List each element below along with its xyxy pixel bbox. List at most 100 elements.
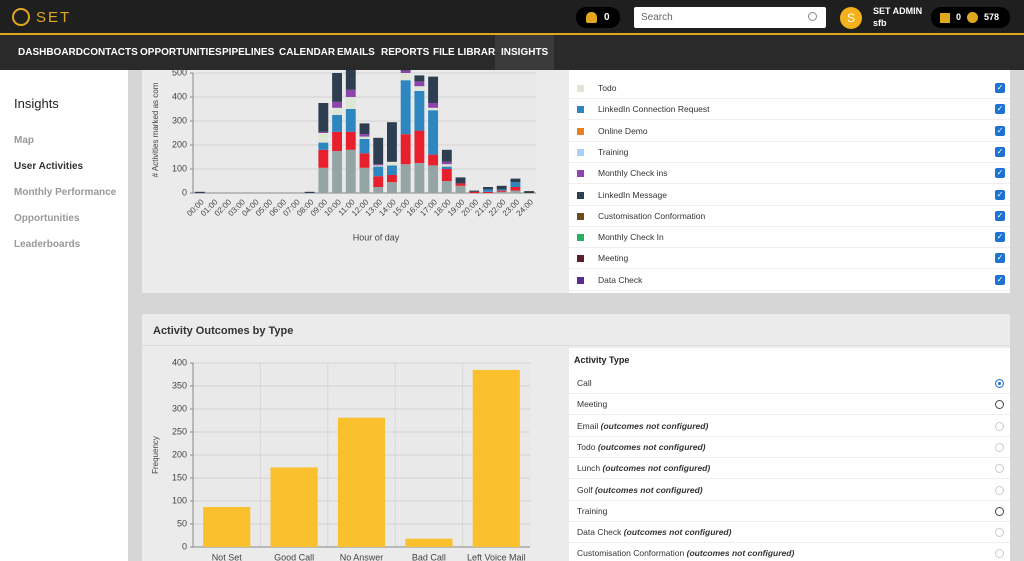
nav-item[interactable]: EMAILS	[337, 47, 375, 58]
sidebar-item[interactable]: Map	[14, 135, 34, 146]
type-note: (outcomes not configured)	[686, 548, 795, 559]
search-placeholder: Search	[641, 12, 673, 23]
checkbox[interactable]	[995, 146, 1005, 157]
type-row: Lunch (outcomes not configured)	[569, 458, 1010, 480]
radio[interactable]	[995, 400, 1004, 410]
radio	[995, 464, 1004, 474]
bar-segment	[483, 189, 493, 192]
header: SET 0 Search S SET ADMIN sfb 0 578	[0, 0, 1024, 35]
bar-segment	[455, 183, 466, 186]
bar-segment	[510, 178, 521, 183]
checkbox[interactable]	[995, 104, 1005, 115]
bar-segment	[414, 130, 425, 163]
bar-segment	[428, 154, 439, 166]
nav-item[interactable]: INSIGHTS	[495, 35, 555, 70]
filter-label: Customisation Conformation	[598, 210, 706, 221]
type-note: (outcomes not configured)	[600, 420, 709, 431]
bar	[472, 369, 520, 547]
avatar[interactable]: S	[840, 7, 862, 29]
y-tick-label: 300	[172, 115, 187, 125]
bar-segment	[359, 167, 370, 193]
color-swatch	[577, 255, 584, 263]
bar-segment	[441, 164, 452, 167]
checkbox[interactable]	[995, 253, 1005, 264]
nav-item[interactable]: PIPELINES	[222, 47, 275, 58]
filter-row: Monthly Check ins	[569, 163, 1010, 185]
list-title: Activity Type	[574, 355, 630, 365]
bar-segment	[345, 97, 356, 109]
bar-segment	[400, 80, 411, 135]
filter-label: Monthly Check ins	[598, 168, 668, 179]
x-tick-label: Bad Call	[412, 552, 446, 561]
checkbox[interactable]	[995, 274, 1005, 285]
logo[interactable]: SET	[36, 9, 72, 26]
checkbox[interactable]	[995, 210, 1005, 221]
bar-segment	[428, 107, 439, 111]
bar	[405, 538, 453, 547]
sidebar-item[interactable]: Opportunities	[14, 213, 80, 224]
outcomes-chart: 0 50 100 150 200 250 300 350 400 Frequency Not Set…	[151, 357, 530, 561]
nav-item[interactable]: DASHBOARD	[18, 47, 83, 58]
nav-item[interactable]: REPORTS	[381, 47, 430, 58]
color-swatch	[577, 276, 584, 284]
checkbox[interactable]	[995, 189, 1005, 200]
bar-segment	[455, 185, 466, 193]
type-row: Data Check (outcomes not configured)	[569, 522, 1010, 544]
type-label: Customisation Conformation (outcomes not…	[577, 543, 794, 561]
y-tick-label: 0	[182, 541, 187, 551]
bar-segment	[304, 191, 315, 193]
bar-segment	[359, 123, 370, 135]
nav-item[interactable]: FILE LIBRARY	[433, 47, 502, 58]
bar-segment	[428, 103, 439, 108]
type-name: Email	[577, 420, 599, 431]
y-tick-label: 200	[172, 139, 187, 149]
y-tick-label: 200	[172, 449, 187, 459]
bell-icon	[586, 12, 597, 23]
sidebar-title: Insights	[14, 96, 59, 111]
type-name: Lunch	[577, 463, 601, 474]
bar-segment	[441, 166, 452, 169]
y-tick-label: 400	[172, 91, 187, 101]
nav-item[interactable]: CALENDAR	[279, 47, 336, 58]
color-swatch	[577, 106, 584, 114]
alert-icon	[967, 12, 978, 23]
radio[interactable]	[995, 379, 1004, 388]
bar-segment	[496, 191, 507, 193]
x-tick-label: Good Call	[274, 552, 314, 561]
nav-item[interactable]: CONTACTS	[83, 47, 138, 58]
y-tick-label: 350	[172, 380, 187, 390]
type-label: Lunch (outcomes not configured)	[577, 458, 710, 479]
bar-segment	[483, 191, 493, 193]
radio[interactable]	[995, 506, 1004, 516]
checkbox[interactable]	[995, 168, 1005, 179]
notification-count: 0	[604, 12, 610, 23]
nav-item[interactable]: OPPORTUNITIES	[140, 47, 222, 58]
type-name: Meeting	[577, 399, 608, 410]
color-swatch	[577, 127, 584, 135]
y-tick-label: 250	[172, 426, 187, 436]
filter-label: LinkedIn Connection Request	[598, 104, 710, 115]
bar	[203, 506, 251, 547]
sidebar-item[interactable]: User Activities	[14, 161, 84, 172]
bar-segment	[373, 187, 384, 193]
activities-chart: 0 100 200 300 400 500 # Activities marked as c…	[151, 70, 536, 242]
x-tick-label: Left Voice Mail	[467, 552, 526, 561]
bar-segment	[373, 165, 384, 167]
search-input[interactable]: Search	[634, 7, 826, 28]
type-label: Call	[577, 373, 592, 394]
checkbox[interactable]	[995, 83, 1005, 93]
type-note: (outcomes not configured)	[594, 484, 703, 495]
bar	[270, 467, 318, 547]
activity-type-list: Activity Type Call Meeting Email (outcomes…	[569, 348, 1010, 561]
sidebar-item[interactable]: Leaderboards	[14, 239, 81, 250]
checkbox[interactable]	[995, 232, 1005, 243]
sidebar-item[interactable]: Monthly Performance	[14, 187, 117, 198]
y-axis-label: Frequency	[151, 436, 160, 474]
filter-label: Meeting	[598, 253, 629, 264]
type-label: Todo (outcomes not configured)	[577, 437, 705, 458]
filter-label: Online Demo	[598, 125, 648, 136]
checkbox[interactable]	[995, 125, 1005, 136]
bar-segment	[510, 187, 521, 191]
counters[interactable]: 0 578	[931, 7, 1010, 28]
notifications[interactable]: 0	[576, 7, 620, 28]
